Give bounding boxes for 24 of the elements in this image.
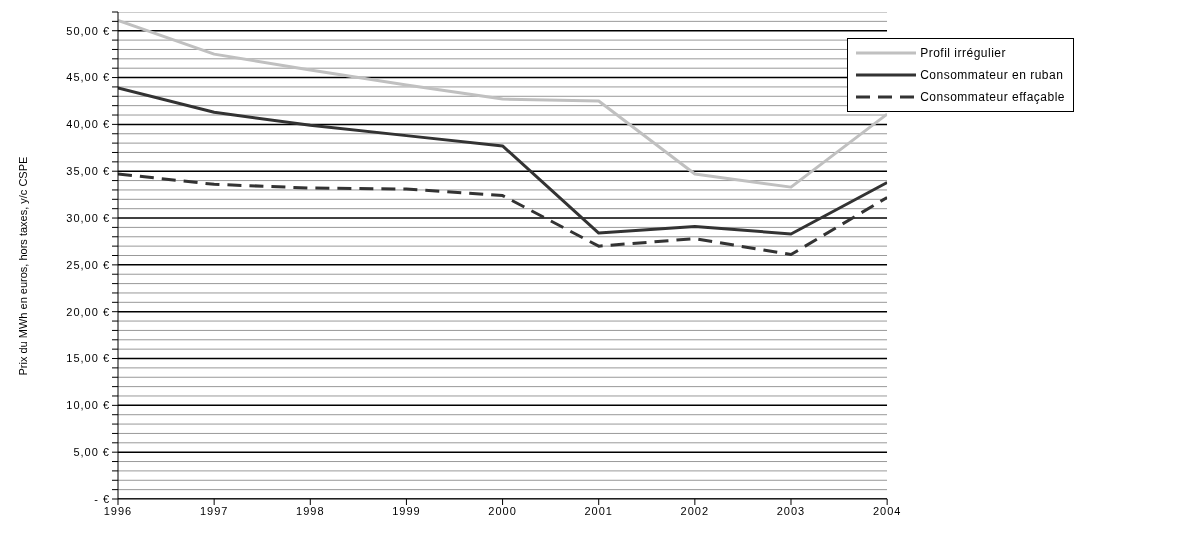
x-tick-label: 2000 xyxy=(488,504,517,517)
x-tick-label: 1999 xyxy=(392,504,421,517)
y-tick-label: 30,00 € xyxy=(66,211,110,224)
x-tick-label: 2001 xyxy=(584,504,613,517)
x-tick-label: 2002 xyxy=(680,504,710,517)
y-tick-label: 25,00 € xyxy=(66,258,110,271)
x-tick-label: 1998 xyxy=(296,504,325,517)
y-tick-label: 10,00 € xyxy=(66,399,110,412)
legend-label: Consommateur effaçable xyxy=(920,90,1065,104)
x-tick-label: 2003 xyxy=(776,504,806,517)
y-axis-title: Prix du MWh en euros, hors taxes, y/c CSPE xyxy=(16,156,29,376)
x-tick-label: 1997 xyxy=(199,504,229,517)
y-tick-label: 35,00 € xyxy=(66,165,110,178)
y-tick-label: 5,00 € xyxy=(73,446,110,459)
y-tick-label: 45,00 € xyxy=(66,71,110,84)
y-tick-label: 15,00 € xyxy=(66,352,110,365)
y-tick-label: 40,00 € xyxy=(66,118,110,131)
legend-label: Profil irrégulier xyxy=(920,46,1006,60)
legend-label: Consommateur en ruban xyxy=(920,68,1064,82)
y-tick-label: 20,00 € xyxy=(66,305,110,318)
y-tick-label: - € xyxy=(94,492,110,505)
x-tick-label: 1996 xyxy=(103,504,133,517)
y-tick-label: 50,00 € xyxy=(66,24,110,37)
x-tick-label: 2004 xyxy=(872,504,902,517)
